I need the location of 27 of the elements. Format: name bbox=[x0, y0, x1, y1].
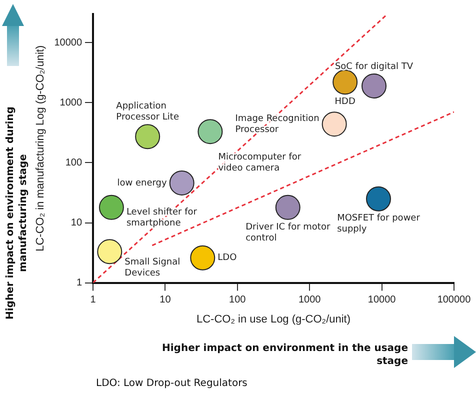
annotation: LDO bbox=[218, 253, 237, 264]
x-axis-title: LC-CO₂ in use Log (g-CO₂/unit) bbox=[196, 313, 351, 326]
y-tick-label: 1 bbox=[76, 278, 82, 289]
annotation: low energy bbox=[117, 178, 168, 188]
x-tick-label: 1 bbox=[90, 294, 96, 306]
text: Higher impact on environment in the usage stage bbox=[161, 342, 408, 368]
annotation: Level shifter for smartphone bbox=[126, 207, 198, 228]
annotation: Small Signal Devices bbox=[124, 258, 180, 279]
x-tick-label: 10000 bbox=[368, 294, 396, 306]
annotation: Driver IC for motor control bbox=[246, 222, 330, 244]
annotation: Image Recognition Processor bbox=[235, 114, 320, 135]
y-tick-label: 1000 bbox=[60, 97, 82, 108]
x-tick-label: 10 bbox=[160, 294, 172, 306]
annotation: MOSFET for power supply bbox=[337, 214, 420, 235]
y-axis-title: LC-CO₂ in manufacturing Log (g-CO₂/unit) bbox=[34, 45, 47, 252]
y-tick-label: 100 bbox=[65, 157, 82, 168]
text: Higher impact on environment during manufacturing stage bbox=[4, 106, 30, 322]
x-tick-label: 100000 bbox=[437, 294, 472, 306]
annotation: Microcomputer for video camera bbox=[218, 152, 302, 174]
y-tick-label: 10000 bbox=[54, 37, 82, 48]
y-tick-label: 10 bbox=[70, 218, 82, 229]
annotation: HDD bbox=[334, 96, 356, 107]
annotation: Application Processor Lite bbox=[116, 101, 180, 122]
annotation: SoC for digital TV bbox=[334, 62, 414, 72]
text: LDO: Low Drop-out Regulators bbox=[96, 378, 248, 389]
x-tick-label: 1000 bbox=[298, 294, 322, 306]
x-tick-label: 100 bbox=[229, 294, 246, 306]
